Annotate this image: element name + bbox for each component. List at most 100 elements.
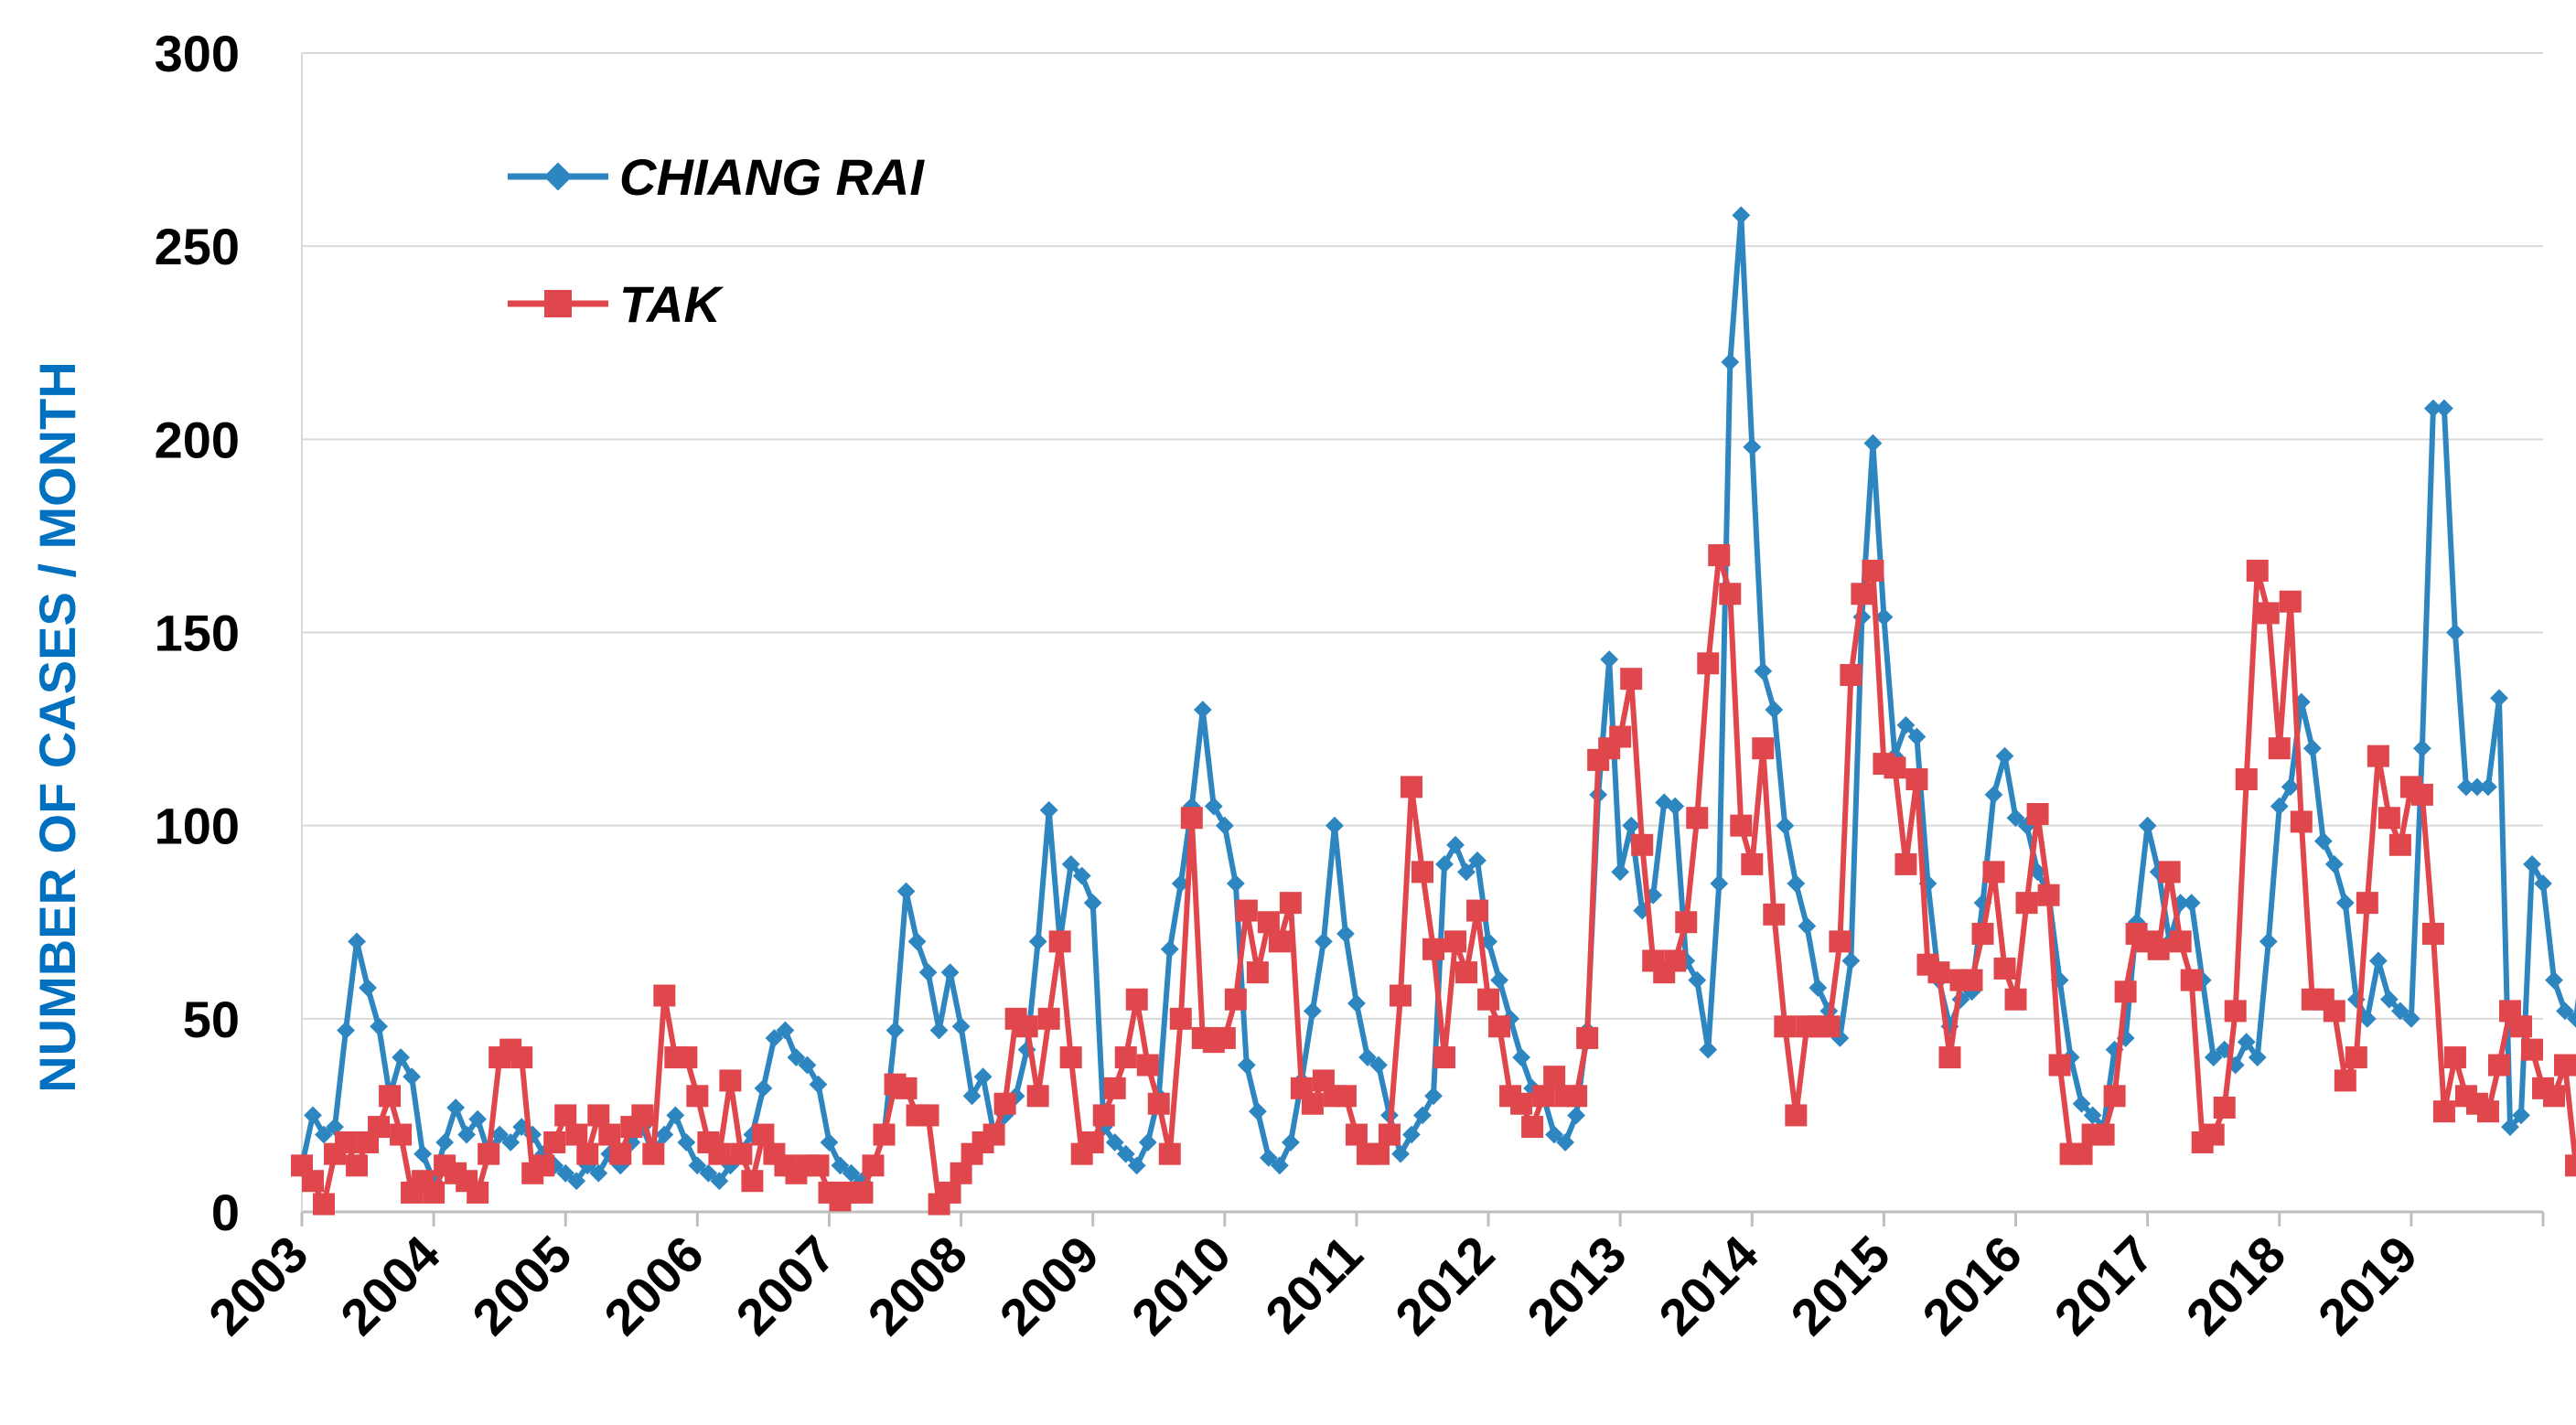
data-point (1301, 1092, 1324, 1115)
data-point (446, 1098, 466, 1117)
data-point (2334, 1069, 2356, 1092)
x-tick-label: 2007 (724, 1225, 846, 1346)
data-point (1532, 1085, 1555, 1108)
series-tak (291, 544, 2576, 1216)
data-point (1798, 916, 1817, 936)
data-point (1664, 949, 1687, 972)
data-point (2388, 833, 2411, 856)
data-point (1193, 701, 1212, 719)
data-point (390, 1123, 413, 1146)
data-point (1763, 903, 1786, 926)
data-point (2313, 831, 2333, 851)
x-tick-label: 2013 (1516, 1225, 1637, 1346)
legend-marker-diamond (543, 162, 573, 191)
data-point (1138, 1133, 1157, 1152)
data-point (2556, 1002, 2574, 1021)
data-point (2070, 1142, 2093, 1165)
x-tick-label: 2014 (1648, 1225, 1769, 1346)
data-point (820, 1133, 839, 1152)
data-point (1741, 852, 1764, 875)
y-tick-label: 150 (155, 605, 240, 662)
data-point (2302, 739, 2322, 758)
data-point (1993, 957, 2016, 980)
data-point (2281, 777, 2300, 797)
data-point (370, 1017, 388, 1036)
data-point (379, 1085, 402, 1108)
x-tick-label: 2019 (2307, 1225, 2429, 1346)
data-point (587, 1104, 610, 1127)
data-point (2237, 1033, 2256, 1052)
data-point (675, 1046, 698, 1069)
data-point (313, 1193, 336, 1216)
data-point (2509, 1015, 2532, 1038)
data-point (2410, 783, 2433, 806)
data-point (2421, 922, 2444, 945)
data-point (2357, 1009, 2377, 1028)
data-point (1567, 1106, 1586, 1125)
data-point (1248, 1102, 1267, 1121)
data-point (1081, 1130, 1104, 1153)
data-point (929, 1021, 949, 1040)
data-point (686, 1085, 709, 1108)
data-point (1699, 1040, 1718, 1059)
data-point (2523, 854, 2541, 873)
data-point (1180, 807, 1203, 830)
data-point (950, 1162, 972, 1184)
data-point (1114, 1046, 1137, 1069)
data-point (730, 1142, 753, 1165)
data-point (1927, 961, 1950, 984)
data-point (1413, 1106, 1432, 1125)
data-point (2368, 951, 2388, 970)
data-point (719, 1069, 742, 1092)
data-point (1809, 979, 1828, 997)
data-point (741, 1170, 764, 1193)
data-point (896, 882, 916, 901)
data-point (435, 1133, 455, 1152)
data-point (1620, 668, 1643, 691)
data-point (809, 1075, 828, 1094)
data-point (1477, 988, 1500, 1011)
data-point (1059, 1046, 1082, 1069)
data-point (2490, 689, 2508, 708)
data-point (1147, 1092, 1170, 1115)
data-point (1556, 1133, 1575, 1152)
data-point (478, 1142, 500, 1165)
data-point (939, 1181, 961, 1204)
legend-label-chiang-rai: CHIANG RAI (619, 148, 925, 206)
data-point (917, 1104, 939, 1127)
y-tick-label: 50 (183, 991, 240, 1048)
data-point (708, 1142, 731, 1165)
data-point (2158, 861, 2181, 884)
data-point (1270, 1156, 1289, 1175)
data-point (2114, 980, 2137, 1003)
data-point (2356, 892, 2378, 915)
data-point (1851, 583, 1873, 605)
data-point (2512, 1106, 2530, 1125)
data-point (1776, 816, 1795, 835)
y-axis-label: NUMBER OF CASES / MONTH (28, 361, 86, 1093)
data-point (1905, 767, 1928, 790)
data-point (2324, 855, 2344, 873)
data-point (1224, 988, 1247, 1011)
data-point (1279, 892, 1302, 915)
data-point (2476, 1100, 2499, 1123)
data-point (1840, 663, 1862, 686)
data-point (1326, 816, 1344, 835)
data-point (2479, 777, 2497, 797)
data-point (1226, 874, 1245, 893)
x-tick-label: 2018 (2175, 1225, 2297, 1346)
data-point (765, 1029, 784, 1047)
data-point (2026, 802, 2049, 825)
data-point (1721, 352, 1740, 371)
data-point (1400, 776, 1422, 798)
data-point (1512, 1048, 1531, 1066)
data-point (1697, 652, 1720, 675)
data-point (677, 1133, 696, 1152)
data-point (1103, 1077, 1126, 1099)
y-tick-label: 200 (155, 411, 240, 468)
data-point (2443, 1046, 2466, 1069)
data-point (1730, 814, 1753, 837)
data-point (1125, 988, 1148, 1011)
data-point (688, 1156, 707, 1175)
